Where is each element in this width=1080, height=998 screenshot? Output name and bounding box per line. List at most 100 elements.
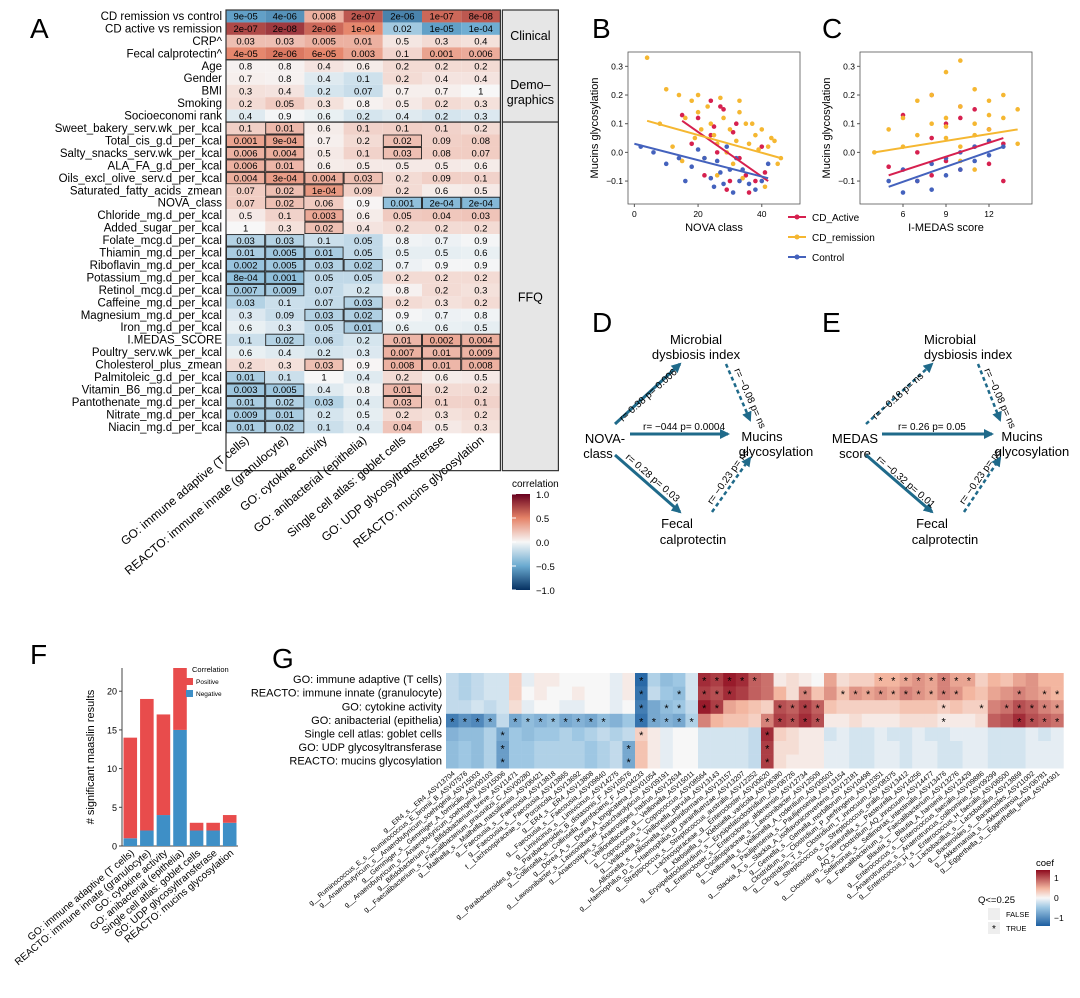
heat-cell [773, 754, 787, 769]
cell-value: 0.03 [236, 298, 255, 309]
heat-cell [461, 209, 501, 222]
cell-value: 0.007 [391, 348, 415, 359]
scatter-point [743, 173, 749, 178]
sig-star: * [702, 676, 707, 688]
cell-value: 0.5 [435, 161, 448, 172]
cell-value: 0.1 [278, 211, 291, 222]
heat-cell [1013, 686, 1026, 701]
heat-cell [496, 754, 510, 769]
heat-cell [461, 308, 501, 322]
heat-cell [226, 171, 266, 185]
heat-cell [265, 159, 305, 172]
coef-tick-label: 1 [1054, 873, 1059, 883]
heat-cell [343, 47, 383, 60]
edge-label-fecal-mucins-e: r= −0.23 p= ns [957, 447, 1003, 506]
heat-cell [534, 727, 548, 742]
y-tick-label: 0.3 [843, 61, 855, 71]
heat-cell [735, 713, 749, 728]
cell-value: 0.6 [317, 161, 330, 172]
sig-star: * [916, 689, 921, 701]
heat-cell [761, 673, 774, 687]
heat-cell [343, 259, 383, 272]
sig-star: * [551, 716, 556, 728]
heat-cell [422, 408, 462, 421]
x-axis-label: I-MEDAS score [908, 222, 984, 234]
heat-cell [698, 686, 711, 701]
heat-cell [836, 700, 850, 715]
heat-cell [461, 333, 501, 347]
heat-cell [924, 741, 938, 755]
heat-cell [304, 321, 344, 334]
heat-cell [761, 754, 774, 769]
heat-cell [343, 371, 383, 384]
heat-cell [534, 754, 548, 769]
sig-star: * [1055, 689, 1060, 701]
cell-value: 0.3 [317, 99, 330, 110]
row-label: Thiamin_mg.d_per_kcal [99, 248, 222, 260]
heat-cell [546, 727, 560, 742]
legend-label: CD_Active [812, 213, 860, 224]
heat-cell [609, 754, 623, 769]
heat-cell [226, 308, 266, 322]
heat-cell [304, 420, 344, 434]
heat-cell [635, 741, 648, 755]
node-microbial: Microbial dysbiosis index [652, 332, 741, 362]
cell-value: 0.1 [357, 149, 370, 160]
row-label: Nitrate_mg.d_per_kcal [106, 409, 222, 421]
sig-star: * [1030, 716, 1035, 728]
heat-cell [849, 673, 863, 687]
cell-value: 0.07 [236, 186, 255, 197]
cell-value: 0.02 [354, 261, 373, 272]
bar-negative [173, 729, 187, 846]
node-medas: MEDAS score [832, 431, 879, 461]
heat-cell [226, 22, 266, 35]
cell-value: 0.5 [396, 37, 409, 48]
heat-cell [343, 109, 383, 123]
heat-cell [226, 259, 266, 272]
heat-cell [622, 713, 636, 728]
heat-cell [861, 741, 875, 755]
heat-cell [458, 754, 472, 769]
heat-cell [422, 72, 462, 85]
cell-value: 0.03 [236, 37, 255, 48]
heat-cell [521, 727, 535, 742]
heat-cell [572, 741, 585, 755]
y-tick-label: 15 [107, 725, 117, 735]
heat-cell [748, 713, 762, 728]
y-tick-label: 0 [112, 842, 117, 852]
heat-cell [265, 221, 305, 235]
heat-cell [924, 754, 938, 769]
heat-cell [685, 700, 699, 715]
heat-cell [572, 727, 585, 742]
cell-value: 0.01 [432, 360, 451, 371]
node-nova: NOVA-class [583, 431, 625, 461]
row-label: Folate_mcg.d_per_kcal [102, 235, 222, 247]
sig-box [265, 171, 305, 185]
cell-value: 0.1 [239, 124, 252, 135]
scatter-point [972, 86, 977, 92]
heat-cell [422, 146, 462, 160]
heat-cell [887, 713, 900, 728]
sig-box [304, 246, 344, 259]
heat-cell [226, 283, 266, 297]
heat-cell [811, 700, 825, 715]
heat-cell [710, 713, 724, 728]
heat-cell [773, 700, 787, 715]
sig-box [304, 259, 344, 272]
scatter-point [986, 98, 992, 104]
cell-value: 9e-04 [273, 136, 297, 147]
row-label: Single cell atlas: goblet cells [304, 729, 442, 741]
heat-cell [521, 741, 535, 755]
heat-cell [461, 109, 501, 123]
cell-value: 1 [243, 223, 248, 234]
cell-value: 0.004 [234, 174, 258, 185]
scatter-point [759, 127, 765, 132]
bar-negative [189, 830, 204, 846]
cell-value: 1 [321, 373, 326, 384]
cell-value: 2e-06 [273, 49, 297, 60]
scatter-point [1015, 141, 1020, 147]
scatter-point [663, 161, 669, 167]
scatter-point [986, 152, 992, 158]
cell-value: 0.8 [278, 61, 291, 72]
